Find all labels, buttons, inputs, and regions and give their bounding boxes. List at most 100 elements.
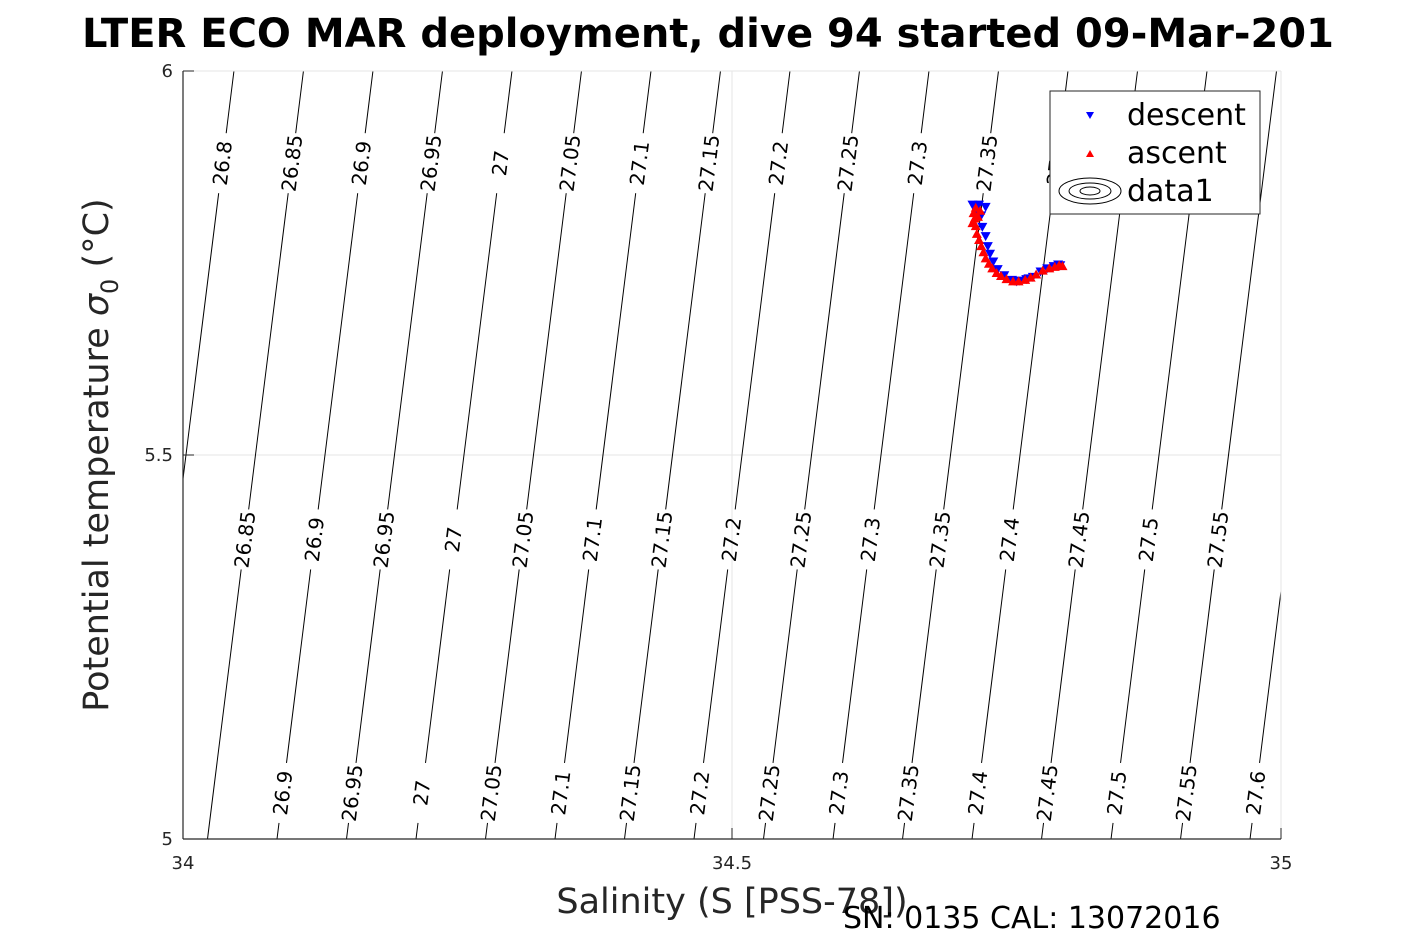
descent-marker: [988, 257, 999, 267]
contour-label: 26.85: [276, 133, 307, 193]
contour-line: [317, 193, 359, 510]
contour-line: [456, 193, 498, 510]
y-axis-label-sigma: σ: [77, 292, 117, 316]
contour-line: [1259, 587, 1281, 763]
legend-entry-ascent[interactable]: ascent: [1086, 136, 1227, 171]
descent-marker: [980, 202, 991, 212]
contour-line: [920, 71, 930, 134]
contour-label: 27.45: [1032, 763, 1063, 823]
contour-line: [526, 193, 567, 510]
x-tick-label: 35: [1270, 853, 1293, 874]
contour-line: [183, 193, 220, 483]
y-tick-label: 5.5: [144, 445, 173, 466]
data-series: [967, 200, 1068, 287]
ascent-marker: [1057, 261, 1068, 271]
contour-label: 27.4: [963, 769, 992, 816]
y-axis-label-subscript: 0: [96, 279, 124, 294]
ascent-marker: [1025, 272, 1036, 282]
ascent-marker: [972, 211, 983, 221]
x-tick-label: 34.5: [712, 853, 752, 874]
legend-label-descent: descent: [1127, 98, 1246, 133]
contour-label: 26.95: [415, 133, 446, 193]
contour-line: [712, 71, 721, 134]
ascent-marker: [970, 221, 981, 231]
y-axis-label-main: Potential temperature: [77, 316, 117, 712]
contour-label: 26.95: [368, 510, 399, 570]
contour-label: 27.1: [625, 140, 654, 187]
ascent-marker: [968, 208, 979, 218]
ascent-marker: [1037, 265, 1048, 275]
contour-line: [206, 569, 242, 839]
contour-label: 27.55: [1171, 763, 1202, 823]
ascent-marker: [1031, 269, 1042, 279]
contour-line: [624, 822, 628, 839]
descent-marker: [985, 249, 996, 259]
contour-label: 27: [487, 149, 514, 177]
contour-line: [1221, 71, 1277, 510]
legend-entry-data1[interactable]: data1: [1058, 174, 1214, 209]
descent-marker: [977, 222, 988, 232]
legend-entry-descent[interactable]: descent: [1086, 98, 1246, 133]
contour-line: [345, 822, 349, 839]
contour-line: [1050, 569, 1076, 763]
contour-label: 27.3: [856, 516, 885, 563]
contour-label: 26.95: [337, 763, 368, 823]
descent-marker: [974, 200, 985, 210]
contour-label: 27.6: [1241, 769, 1270, 816]
contour-line: [425, 569, 451, 763]
contour-label: 27.05: [507, 510, 538, 570]
contour-line: [1189, 569, 1215, 763]
contour-line: [1012, 193, 1054, 510]
x-axis-label: Salinity (S [PSS-78]): [556, 882, 907, 922]
contour-icon: [1058, 177, 1122, 205]
contour-line: [434, 71, 443, 134]
contour-line: [842, 569, 868, 763]
contour-line: [225, 71, 235, 134]
contour-label: 27.5: [1102, 769, 1131, 816]
contour-line: [642, 71, 652, 134]
ascent-marker: [971, 228, 982, 238]
contour-line: [763, 822, 767, 839]
contour-line: [1120, 569, 1146, 763]
contour-label: 26.9: [300, 516, 329, 563]
contour-line: [1041, 822, 1045, 839]
contour-label: 27.25: [833, 133, 864, 193]
contour-line: [494, 569, 520, 763]
contour-line: [415, 822, 419, 839]
y-axis-label-unit: (°C): [77, 198, 117, 278]
legend-label-data1: data1: [1127, 174, 1214, 209]
contour-line: [971, 822, 975, 839]
contour-line: [355, 569, 381, 763]
contour-line: [734, 193, 776, 510]
contour-line: [902, 822, 906, 839]
contour-line: [248, 193, 289, 510]
contour-label: 27.45: [1063, 510, 1094, 570]
ascent-marker: [987, 263, 998, 273]
y-axis-label: Potential temperature σ0 (°C): [77, 198, 124, 711]
ascent-marker: [1001, 274, 1012, 284]
contour-line: [981, 569, 1007, 763]
contour-line: [1329, 71, 1415, 763]
contour-label: 26.8: [208, 140, 237, 187]
contour-line: [804, 193, 845, 510]
density-contours: [183, 71, 1415, 839]
contour-line: [1110, 822, 1114, 839]
contour-line: [503, 71, 513, 134]
x-tick-label: 34: [172, 853, 195, 874]
contour-line: [851, 71, 860, 134]
contour-line: [990, 71, 999, 134]
contour-line: [364, 71, 374, 134]
contour-line: [387, 193, 428, 510]
contour-line: [1320, 823, 1322, 839]
contour-line: [595, 193, 637, 510]
legend-label-ascent: ascent: [1127, 136, 1227, 171]
contour-line: [485, 822, 489, 839]
chart-title: LTER ECO MAR deployment, dive 94 started…: [82, 11, 1334, 57]
y-tick-labels: 55.56: [144, 61, 173, 850]
contour-line: [911, 569, 937, 763]
descent-marker: [967, 200, 978, 210]
contour-line: [781, 71, 791, 134]
contour-label: 27: [408, 779, 435, 807]
contour-line: [285, 569, 312, 763]
